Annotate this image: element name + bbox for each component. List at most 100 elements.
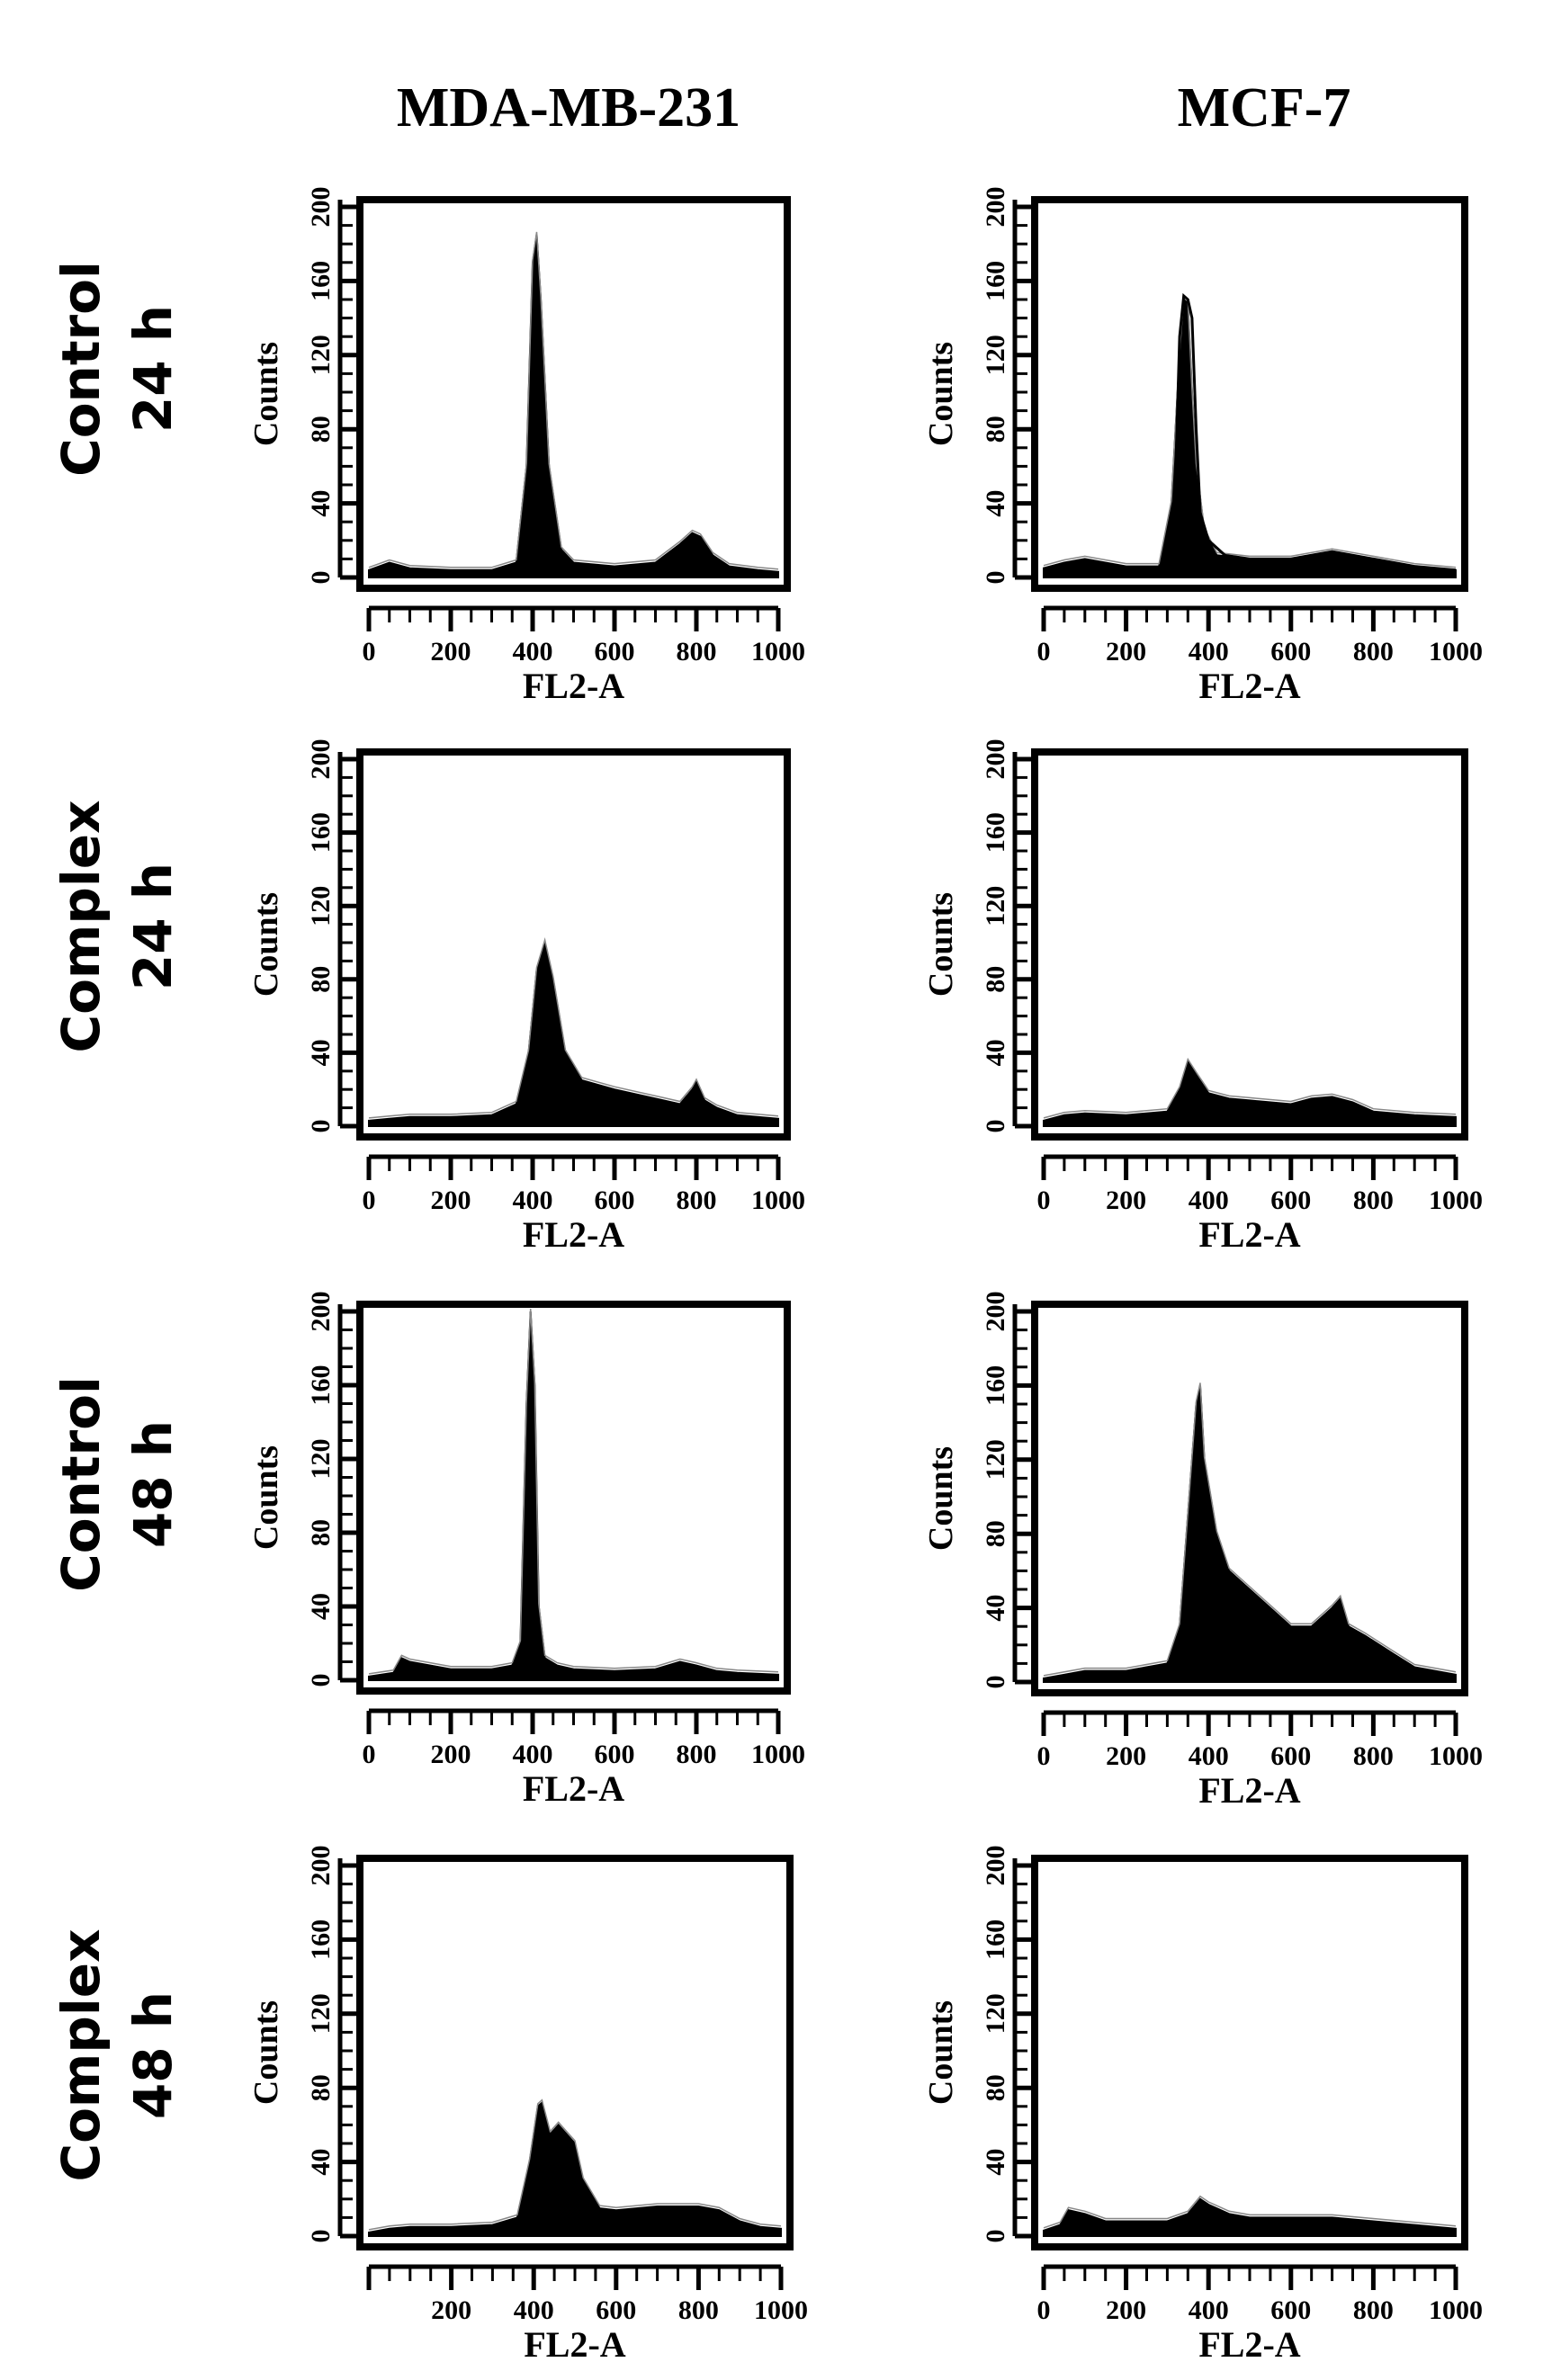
row-title-complex-48h-line1: Complex: [50, 1929, 112, 2182]
x-tick-label: 600: [596, 2295, 636, 2325]
y-tick-label: 0: [981, 1676, 1010, 1689]
y-tick-label: 160: [306, 1365, 336, 1406]
y-axis-label: Counts: [247, 342, 285, 446]
x-tick-label: 400: [514, 2295, 554, 2325]
y-tick-label: 40: [981, 490, 1010, 517]
x-tick-label: 800: [1353, 637, 1394, 667]
x-tick-label: 600: [1270, 2295, 1311, 2325]
row-title-control-48h-line2: 48 h: [122, 1420, 184, 1548]
histogram-outline: [1043, 295, 1457, 568]
y-tick-label: 120: [981, 1439, 1010, 1480]
x-tick-label: 600: [595, 1740, 635, 1769]
y-tick-label: 80: [306, 1519, 336, 1546]
y-tick-label: 80: [306, 2074, 336, 2101]
y-tick-label: 0: [306, 571, 336, 585]
x-axis-label: FL2-A: [523, 666, 624, 706]
y-tick-label: 40: [306, 490, 336, 517]
histogram-area: [1043, 1060, 1457, 1127]
histogram-area: [1043, 2197, 1457, 2237]
x-tick-label: 0: [363, 1186, 376, 1215]
histogram-panel-1: 0 40 80 120 160 200 Counts 0 200 400 600 800 1000 FL2…: [247, 187, 805, 707]
y-tick-label: 80: [981, 1520, 1010, 1547]
histogram-panel-2: 0 40 80 120 160 200 Counts 0 200 400 600 800 1000 FL2…: [922, 187, 1483, 707]
y-tick-label: 0: [981, 2230, 1010, 2243]
y-tick-label: 80: [306, 416, 336, 443]
y-tick-label: 200: [306, 739, 336, 780]
y-tick-label: 0: [981, 571, 1010, 585]
y-tick-label: 160: [981, 261, 1010, 301]
x-tick-label: 0: [363, 637, 376, 667]
column-title-mcf-7: MCF-7: [1178, 77, 1351, 139]
y-tick-label: 80: [981, 966, 1010, 993]
x-tick-label: 800: [677, 1186, 717, 1215]
x-axis-label: FL2-A: [523, 1768, 624, 1809]
x-tick-label: 1000: [1429, 1186, 1483, 1215]
x-tick-label: 400: [1189, 2295, 1229, 2325]
x-tick-label: 400: [513, 637, 553, 667]
y-tick-label: 120: [981, 1993, 1010, 2034]
y-axis-label: Counts: [922, 892, 960, 997]
plot-frame: [356, 1301, 791, 1695]
y-axis-label: Counts: [247, 2000, 285, 2105]
y-tick-label: 40: [981, 1595, 1010, 1622]
histogram-area: [368, 1311, 779, 1681]
y-axis-label: Counts: [922, 342, 960, 446]
y-tick-label: 40: [306, 1039, 336, 1066]
x-tick-label: 400: [1189, 637, 1229, 667]
x-tick-label: 200: [431, 1740, 471, 1769]
y-tick-label: 200: [306, 187, 336, 228]
x-tick-label: 1000: [751, 1740, 805, 1769]
x-axis-label: FL2-A: [523, 1214, 624, 1255]
histogram-panel-5: 0 40 80 120 160 200 Counts 0 200 400 600 800 1000 FL2…: [247, 1292, 805, 1810]
histogram-outline: [1043, 2195, 1457, 2229]
histogram-area: [368, 234, 779, 578]
y-tick-label: 160: [981, 1365, 1010, 1406]
y-tick-label: 0: [306, 1120, 336, 1133]
row-title-control-24h-line2: 24 h: [122, 305, 184, 433]
x-tick-label: 1000: [1429, 637, 1483, 667]
x-tick-label: 600: [595, 637, 635, 667]
y-tick-label: 120: [306, 1439, 336, 1480]
y-tick-label: 160: [981, 812, 1010, 853]
y-tick-label: 40: [981, 1039, 1010, 1066]
x-tick-label: 600: [1270, 637, 1311, 667]
histogram-outline: [368, 937, 779, 1119]
y-tick-label: 0: [306, 1674, 336, 1687]
y-axis-label: Counts: [922, 1446, 960, 1551]
x-axis-label: FL2-A: [1198, 666, 1300, 706]
plot-frame: [1031, 1855, 1468, 2250]
x-tick-label: 1000: [1429, 2295, 1483, 2325]
y-tick-label: 40: [306, 2149, 336, 2176]
y-axis-label: Counts: [922, 2000, 960, 2105]
x-axis-label: FL2-A: [1198, 1770, 1300, 1811]
x-tick-label: 1000: [751, 1186, 805, 1215]
histogram-panel-7: 0 40 80 120 160 200 Counts 200 400 600 800 1000 FL2-…: [247, 1846, 808, 2366]
plot-frame: [1031, 1301, 1468, 1696]
y-tick-label: 80: [981, 2074, 1010, 2101]
plot-frame: [356, 1855, 794, 2250]
overlay-line: [1162, 292, 1457, 572]
x-tick-label: 800: [1353, 1741, 1394, 1771]
y-tick-label: 200: [306, 1292, 336, 1332]
plot-frame: [1031, 196, 1468, 592]
y-tick-label: 40: [306, 1593, 336, 1620]
x-tick-label: 400: [513, 1186, 553, 1215]
y-tick-label: 120: [306, 1993, 336, 2034]
y-tick-label: 200: [981, 1292, 1010, 1332]
x-tick-label: 800: [677, 1740, 717, 1769]
row-title-complex-24h-line1: Complex: [50, 801, 112, 1053]
row-title-control-48h-line1: Control: [50, 1376, 112, 1592]
x-tick-label: 200: [1106, 637, 1146, 667]
x-tick-label: 800: [678, 2295, 719, 2325]
x-tick-label: 1000: [754, 2295, 808, 2325]
x-tick-label: 800: [1353, 2295, 1394, 2325]
x-tick-label: 1000: [1429, 1741, 1483, 1771]
y-axis-label: Counts: [247, 1445, 285, 1550]
histogram-area: [1043, 297, 1457, 578]
x-tick-label: 400: [513, 1740, 553, 1769]
x-tick-label: 400: [1189, 1741, 1229, 1771]
row-title-complex-24h-line2: 24 h: [122, 863, 184, 990]
histogram-outline: [368, 2098, 782, 2231]
